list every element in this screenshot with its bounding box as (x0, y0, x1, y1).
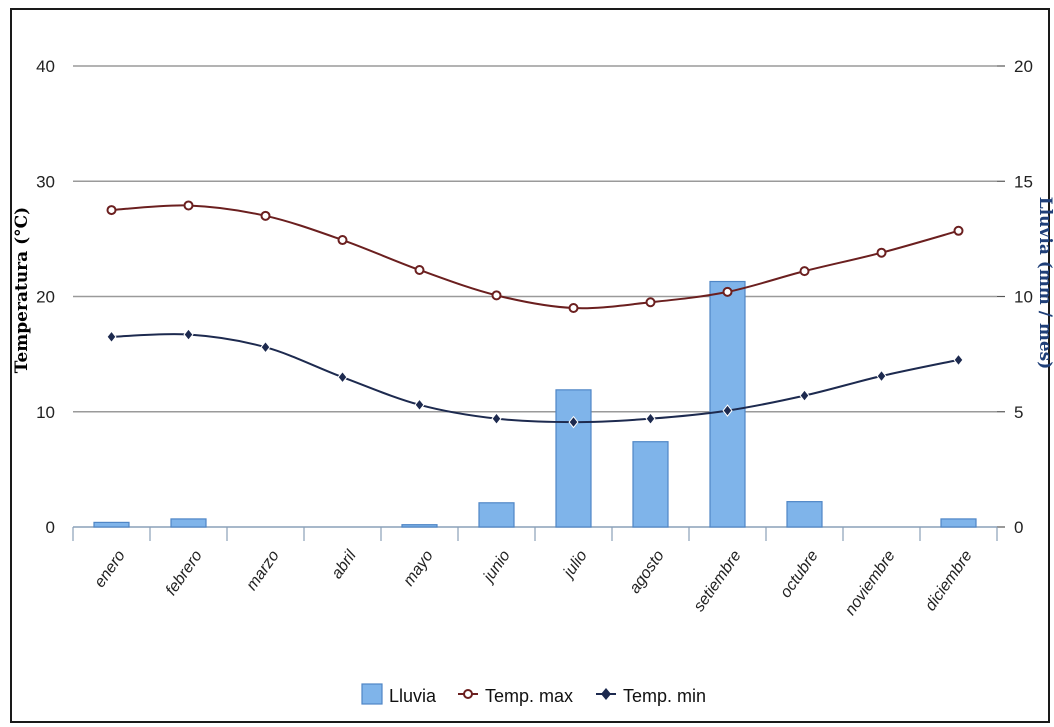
temp-min-point (106, 330, 117, 344)
y-axis-title-left: Temperatura (°C) (12, 207, 32, 373)
temp-max-point (799, 266, 810, 277)
rain-bar (632, 441, 669, 528)
category-label: diciembre (922, 547, 976, 614)
temp-max-point (183, 200, 194, 211)
y-axis-title-right: Lluvia (mm / mes) (1035, 197, 1054, 370)
category-label: noviembre (842, 547, 899, 618)
legend-marker-temp-min (601, 688, 611, 700)
category-label: octubre (777, 547, 822, 601)
legend: Lluvia Temp. max Temp. min (361, 683, 706, 706)
temp-min-point (722, 404, 733, 417)
y-tick-right: 0 (1014, 518, 1023, 537)
temp-min-point (953, 353, 964, 367)
chart-frame (10, 8, 1050, 723)
temp-min-point (491, 412, 502, 425)
legend-marker-temp-max (463, 689, 473, 699)
legend-label-rain: Lluvia (389, 686, 437, 706)
temp-min-point (260, 340, 271, 354)
category-labels: enero febrero marzo abril mayo junio julio agos… (91, 547, 975, 618)
rain-bar (709, 280, 746, 528)
category-label: abril (329, 547, 361, 582)
temp-min-line (111, 333, 959, 424)
temp-min-point (568, 415, 579, 429)
y-tick-left: 10 (36, 403, 55, 422)
temp-min-point (799, 389, 810, 402)
y-tick-left: 40 (36, 57, 55, 76)
category-label: mayo (400, 547, 436, 589)
temp-max-point (337, 235, 348, 246)
category-label: agosto (626, 547, 668, 596)
y-tick-left: 30 (36, 172, 55, 191)
temp-max-point (106, 205, 117, 216)
temp-max-point (645, 297, 656, 308)
category-label: enero (91, 547, 128, 590)
rain-bar (555, 389, 592, 528)
category-label: setiembre (691, 547, 745, 614)
legend-label-temp-max: Temp. max (485, 686, 573, 706)
temp-min-point (337, 370, 348, 384)
y-tick-right: 20 (1014, 57, 1033, 76)
gridlines (72, 65, 1005, 541)
axis-ticks: 0 10 20 30 40 0 5 10 15 20 (36, 57, 1033, 537)
category-label: julio (559, 547, 590, 582)
rain-bar (940, 518, 977, 528)
temp-max-point (953, 225, 964, 236)
y-tick-left: 20 (36, 288, 55, 307)
temp-min-point (876, 369, 887, 383)
rain-bars (93, 280, 977, 528)
temp-max-point (414, 264, 425, 275)
category-label: junio (479, 547, 514, 586)
temp-max-point (876, 247, 887, 258)
temperature-lines (106, 200, 964, 429)
temp-max-point (491, 290, 502, 301)
category-label: marzo (243, 547, 282, 593)
rain-bar (170, 518, 207, 528)
y-tick-right: 15 (1014, 172, 1033, 191)
y-tick-right: 5 (1014, 403, 1023, 422)
rain-bar (786, 501, 823, 528)
temp-max-line (111, 204, 959, 310)
temp-min-point (183, 328, 194, 341)
y-tick-left: 0 (46, 518, 55, 537)
y-tick-right: 10 (1014, 288, 1033, 307)
temp-max-point (722, 286, 733, 297)
temp-max-point (568, 303, 579, 314)
rain-bar (401, 524, 438, 528)
legend-swatch-rain (361, 683, 383, 705)
legend-label-temp-min: Temp. min (623, 686, 706, 706)
category-label: febrero (163, 547, 206, 598)
temp-max-point (260, 210, 271, 221)
rain-bar (478, 502, 515, 528)
temp-min-point (414, 398, 425, 412)
temp-min-point (645, 412, 656, 425)
rain-bar (93, 521, 130, 528)
